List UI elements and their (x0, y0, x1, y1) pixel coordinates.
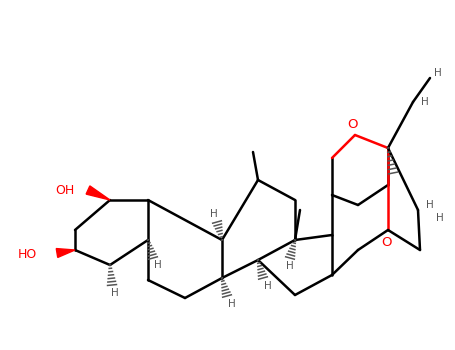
Text: H: H (228, 299, 236, 309)
Text: H: H (286, 261, 294, 271)
Text: H: H (421, 97, 429, 107)
Text: HO: HO (18, 248, 37, 261)
Text: H: H (436, 213, 444, 223)
Text: O: O (348, 119, 358, 132)
Text: H: H (111, 288, 119, 298)
Polygon shape (86, 186, 110, 200)
Text: H: H (264, 281, 272, 291)
Text: H: H (434, 68, 442, 78)
Text: H: H (426, 200, 434, 210)
Text: O: O (381, 236, 391, 248)
Text: H: H (210, 209, 218, 219)
Text: OH: OH (55, 183, 74, 196)
Polygon shape (56, 248, 75, 258)
Text: H: H (154, 260, 162, 270)
